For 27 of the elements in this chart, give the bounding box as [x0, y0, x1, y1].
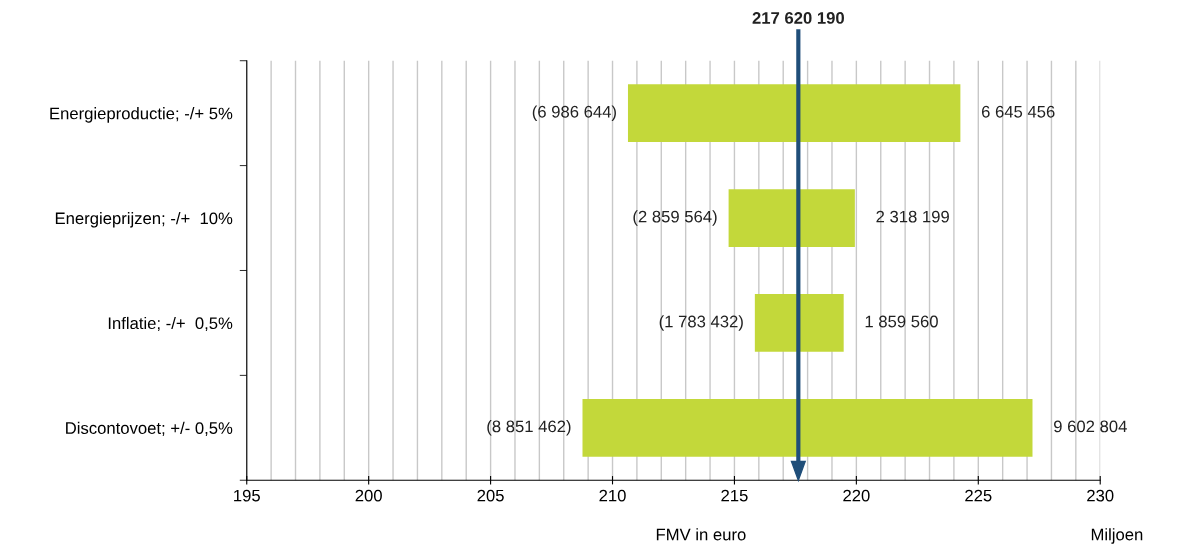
- annotation: (2 859 564): [633, 210, 717, 226]
- annotation: (1 783 432): [659, 315, 743, 331]
- x-tick-label: 215: [721, 489, 748, 502]
- ref-line-label: 217 620 190: [752, 12, 844, 24]
- text: FMV in euro: [656, 528, 746, 541]
- x-tick-label: 195: [234, 489, 260, 502]
- y-tick-label: Energieproductie; -/+ 5%: [50, 107, 233, 123]
- annotation: 9 602 804: [1054, 420, 1127, 433]
- bar: [728, 189, 855, 247]
- bar: [754, 294, 844, 352]
- y-tick-label: Discontovoet; +/- 0,5%: [66, 421, 233, 436]
- text: Miljoen: [1091, 528, 1143, 544]
- x-tick-label: 205: [477, 489, 504, 502]
- x-tick-label: 210: [599, 489, 626, 502]
- x-tick-label: 230: [1087, 489, 1114, 502]
- annotation: (6 986 644): [532, 105, 616, 121]
- annotation: 6 645 456: [981, 105, 1055, 118]
- y-tick-label: Inflatie; -/+ 0,5%: [108, 316, 233, 332]
- annotation: (8 851 462): [487, 420, 571, 436]
- annotation: 2 318 199: [876, 210, 949, 223]
- bar: [582, 398, 1033, 457]
- x-tick-label: 220: [843, 489, 870, 502]
- x-tick-label: 200: [355, 489, 382, 502]
- annotation: 1 859 560: [865, 315, 938, 328]
- y-tick-label: Energieprijzen; -/+ 10%: [55, 212, 233, 228]
- bar: [627, 84, 961, 142]
- x-tick-label: 225: [965, 489, 992, 502]
